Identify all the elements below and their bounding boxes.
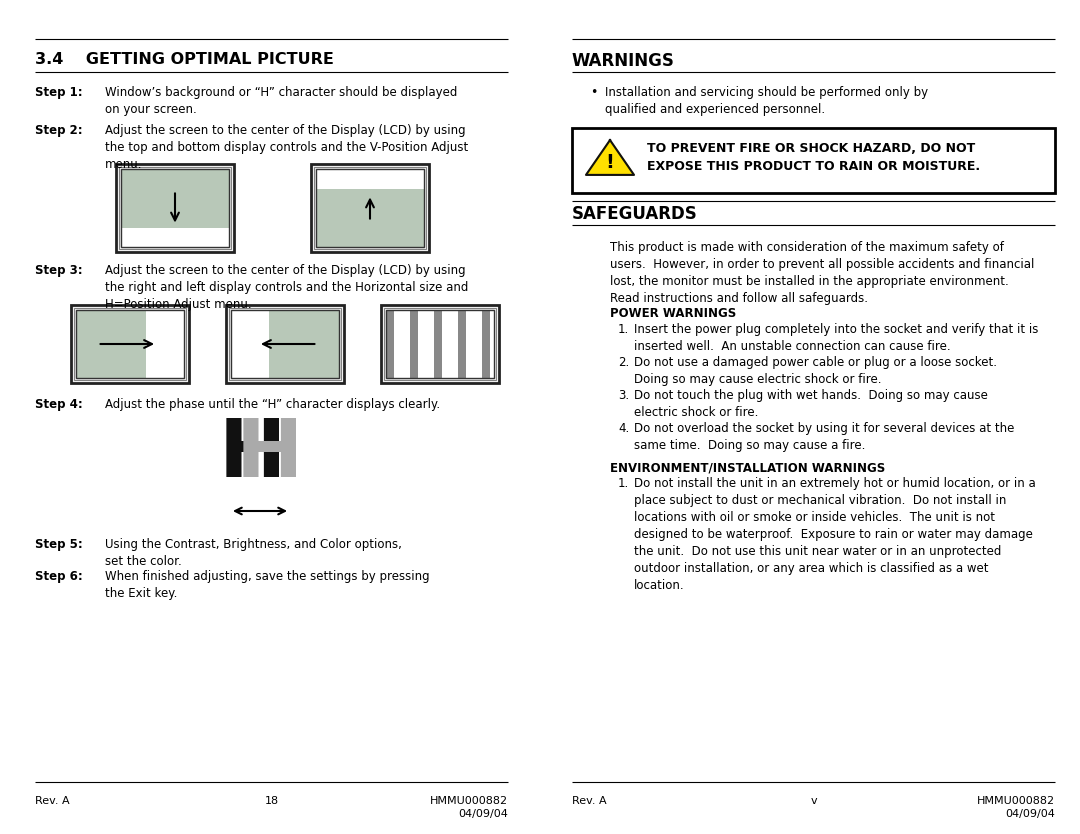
- Bar: [482, 310, 490, 378]
- Bar: [386, 310, 494, 378]
- Bar: [316, 169, 424, 247]
- Text: Rev. A: Rev. A: [572, 796, 607, 806]
- Text: !: !: [606, 153, 615, 172]
- Bar: [226, 305, 345, 383]
- Text: Rev. A: Rev. A: [35, 796, 69, 806]
- Bar: [381, 305, 499, 383]
- Text: 4.: 4.: [618, 422, 630, 435]
- Text: POWER WARNINGS: POWER WARNINGS: [610, 307, 737, 320]
- Bar: [434, 310, 443, 378]
- Text: EXPOSE THIS PRODUCT TO RAIN OR MOISTURE.: EXPOSE THIS PRODUCT TO RAIN OR MOISTURE.: [647, 160, 981, 173]
- Bar: [410, 310, 418, 378]
- Text: Window’s background or “H” character should be displayed
on your screen.: Window’s background or “H” character sho…: [105, 86, 457, 116]
- Text: H: H: [218, 416, 286, 494]
- Text: SAFEGUARDS: SAFEGUARDS: [572, 205, 698, 223]
- Text: Step 2:: Step 2:: [35, 124, 83, 137]
- Bar: [386, 310, 494, 378]
- Text: HMMU000882
04/09/04: HMMU000882 04/09/04: [430, 796, 508, 819]
- Text: Step 3:: Step 3:: [35, 264, 83, 277]
- Text: Adjust the phase until the “H” character displays clearly.: Adjust the phase until the “H” character…: [105, 398, 441, 411]
- Bar: [314, 167, 426, 249]
- Text: When finished adjusting, save the settings by pressing
the Exit key.: When finished adjusting, save the settin…: [105, 570, 430, 600]
- Text: Using the Contrast, Brightness, and Color options,
set the color.: Using the Contrast, Brightness, and Colo…: [105, 538, 402, 568]
- Text: Do not use a damaged power cable or plug or a loose socket.
Doing so may cause e: Do not use a damaged power cable or plug…: [634, 356, 997, 386]
- Text: 1.: 1.: [618, 477, 630, 490]
- Text: HMMU000882
04/09/04: HMMU000882 04/09/04: [977, 796, 1055, 819]
- Text: 18: 18: [265, 796, 279, 806]
- Bar: [311, 164, 429, 252]
- Bar: [121, 169, 229, 247]
- Text: H: H: [235, 416, 302, 494]
- Text: Installation and servicing should be performed only by
qualified and experienced: Installation and servicing should be per…: [605, 86, 928, 116]
- Text: Adjust the screen to the center of the Display (LCD) by using
the top and bottom: Adjust the screen to the center of the D…: [105, 124, 469, 171]
- Bar: [269, 310, 339, 378]
- Text: Adjust the screen to the center of the Display (LCD) by using
the right and left: Adjust the screen to the center of the D…: [105, 264, 469, 311]
- Text: Step 6:: Step 6:: [35, 570, 83, 583]
- Text: Step 1:: Step 1:: [35, 86, 83, 99]
- Bar: [231, 310, 339, 378]
- Text: 2.: 2.: [618, 356, 630, 369]
- Bar: [458, 310, 467, 378]
- Bar: [231, 310, 269, 378]
- Text: ENVIRONMENT/INSTALLATION WARNINGS: ENVIRONMENT/INSTALLATION WARNINGS: [610, 461, 886, 474]
- Bar: [71, 305, 189, 383]
- Text: TO PREVENT FIRE OR SHOCK HAZARD, DO NOT: TO PREVENT FIRE OR SHOCK HAZARD, DO NOT: [647, 142, 975, 155]
- Bar: [572, 128, 1055, 193]
- Text: Insert the power plug completely into the socket and verify that it is
inserted : Insert the power plug completely into th…: [634, 323, 1038, 353]
- Text: WARNINGS: WARNINGS: [572, 52, 675, 70]
- Text: 3.4    GETTING OPTIMAL PICTURE: 3.4 GETTING OPTIMAL PICTURE: [35, 52, 334, 67]
- Bar: [116, 164, 234, 252]
- Bar: [316, 188, 424, 247]
- Bar: [386, 310, 394, 378]
- Bar: [121, 228, 229, 247]
- Text: This product is made with consideration of the maximum safety of
users.  However: This product is made with consideration …: [610, 241, 1035, 305]
- Bar: [229, 308, 341, 380]
- Bar: [76, 310, 184, 378]
- Text: •: •: [590, 86, 597, 99]
- Text: 3.: 3.: [618, 389, 630, 402]
- Text: Step 4:: Step 4:: [35, 398, 83, 411]
- Bar: [75, 308, 186, 380]
- Text: Do not touch the plug with wet hands.  Doing so may cause
electric shock or fire: Do not touch the plug with wet hands. Do…: [634, 389, 988, 419]
- Text: v: v: [810, 796, 816, 806]
- Bar: [76, 310, 146, 378]
- Text: Do not overload the socket by using it for several devices at the
same time.  Do: Do not overload the socket by using it f…: [634, 422, 1014, 452]
- Bar: [121, 169, 229, 228]
- Text: Step 5:: Step 5:: [35, 538, 83, 551]
- Text: Do not install the unit in an extremely hot or humid location, or in a
place sub: Do not install the unit in an extremely …: [634, 477, 1036, 592]
- Bar: [316, 169, 424, 188]
- Polygon shape: [586, 140, 634, 175]
- Bar: [146, 310, 184, 378]
- Bar: [119, 167, 231, 249]
- Bar: [384, 308, 496, 380]
- Text: 1.: 1.: [618, 323, 630, 336]
